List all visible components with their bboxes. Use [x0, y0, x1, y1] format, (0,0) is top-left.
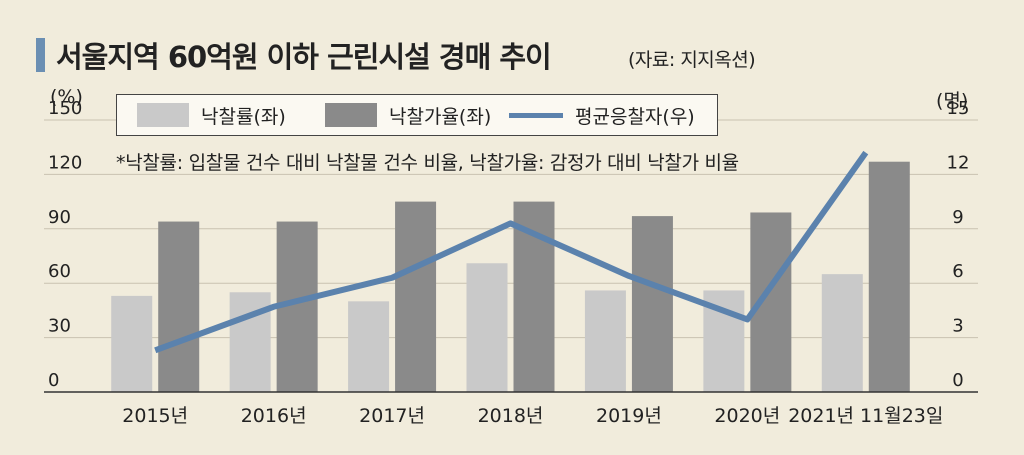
- bar-rate: [348, 301, 390, 392]
- legend-label-rate: 낙찰률(좌): [201, 105, 286, 128]
- legend-item-bidders: 평균응찰자(우): [509, 95, 695, 135]
- footnote: *낙찰률: 입찰물 건수 대비 낙찰물 건수 비율, 낙찰가율: 감정가 대비 …: [116, 152, 739, 174]
- x-tick-label: 2021년 11월23일: [788, 405, 943, 427]
- left-axis-unit: (%): [50, 86, 83, 108]
- left-tick-label: 60: [48, 261, 71, 282]
- legend-item-price-ratio: 낙찰가율(좌): [325, 95, 491, 135]
- bar-price-ratio: [631, 216, 673, 392]
- chart-source: (자료: 지지옥션): [628, 49, 756, 71]
- legend-swatch-bidders: [509, 112, 563, 118]
- left-tick-label: 120: [48, 152, 82, 173]
- left-tick-label: 30: [48, 316, 71, 337]
- x-tick-label: 2019년: [596, 405, 662, 427]
- bar-price-ratio: [395, 201, 437, 392]
- right-tick-label: 12: [947, 152, 970, 173]
- legend-swatch-price-ratio: [325, 103, 377, 127]
- right-tick-label: 9: [952, 207, 963, 228]
- x-tick-label: 2020년: [714, 405, 780, 427]
- x-tick-label: 2016년: [241, 405, 307, 427]
- x-tick-label: 2018년: [478, 405, 544, 427]
- legend-label-bidders: 평균응찰자(우): [575, 105, 695, 128]
- x-tick-label: 2017년: [359, 405, 425, 427]
- right-tick-label: 15: [947, 98, 970, 119]
- title-accent-bar: [36, 38, 45, 72]
- left-tick-label: 150: [48, 98, 82, 119]
- right-tick-label: 0: [952, 370, 963, 391]
- left-tick-label: 90: [48, 207, 71, 228]
- bar-rate: [584, 290, 626, 392]
- x-tick-label: 2015년: [122, 405, 188, 427]
- legend-swatch-rate: [137, 103, 189, 127]
- right-tick-label: 6: [952, 261, 963, 282]
- bar-price-ratio: [868, 161, 910, 392]
- bar-rate: [821, 274, 863, 392]
- legend-item-rate: 낙찰률(좌): [137, 95, 286, 135]
- right-axis-unit: (명): [936, 90, 969, 112]
- bar-rate: [111, 295, 153, 392]
- legend-label-price-ratio: 낙찰가율(좌): [389, 105, 492, 128]
- bar-rate: [466, 263, 508, 392]
- left-tick-label: 0: [48, 370, 59, 391]
- right-tick-label: 3: [952, 316, 963, 337]
- chart-title: 서울지역 60억원 이하 근린시설 경매 추이: [56, 40, 552, 74]
- bar-price-ratio: [158, 221, 200, 392]
- legend: 낙찰률(좌) 낙찰가율(좌) 평균응찰자(우): [116, 94, 718, 136]
